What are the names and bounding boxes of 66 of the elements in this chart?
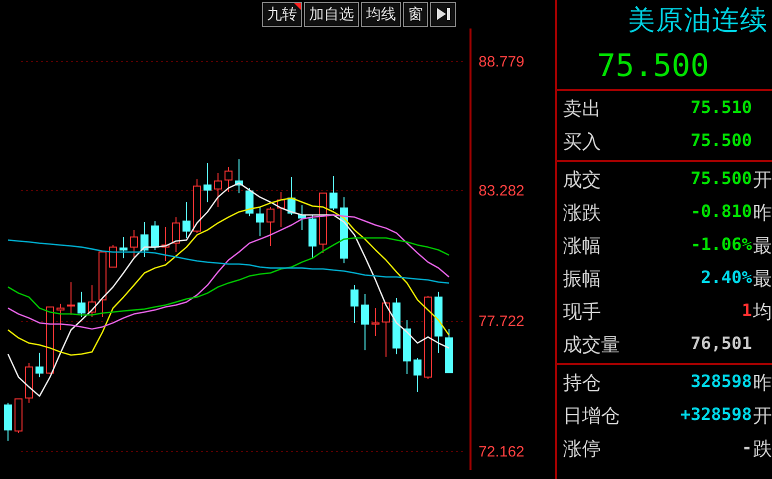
- text: 最: [753, 267, 772, 292]
- text: 跌: [753, 437, 772, 462]
- category-label: 成交量: [563, 333, 620, 358]
- text: 均: [753, 300, 772, 325]
- category-label: 涨幅: [563, 234, 601, 259]
- text: 加自选: [304, 2, 359, 27]
- text: -1.06%: [690, 235, 752, 255]
- candlestick: [172, 216, 180, 253]
- text: 美原油连续: [628, 4, 768, 38]
- candlestick: [214, 172, 222, 208]
- candlestick: [382, 302, 390, 358]
- line-series: [7, 239, 450, 284]
- candlestick: [224, 166, 232, 192]
- text: 最: [753, 234, 772, 259]
- candlestick: [266, 206, 274, 246]
- text: 2.40%: [700, 268, 752, 288]
- candlestick: [36, 352, 44, 378]
- text: 75.510: [690, 98, 752, 118]
- candlestick: [330, 176, 338, 211]
- candlestick: [350, 284, 358, 324]
- text: 窗: [403, 2, 428, 27]
- candlestick: [204, 162, 212, 203]
- candlestick: [182, 202, 190, 238]
- category-label: 现手: [563, 300, 601, 325]
- candlestick: [140, 222, 148, 258]
- text: 开: [753, 168, 772, 193]
- y-tick-label: 72.162: [478, 443, 524, 460]
- y-tick-label: 88.779: [478, 54, 524, 71]
- y-tick-label: 77.722: [478, 313, 524, 330]
- candlestick: [109, 244, 117, 268]
- text: 76,501: [690, 334, 752, 354]
- category-label: 买入: [563, 130, 601, 155]
- candlestick: [361, 294, 369, 351]
- candlestick: [67, 282, 75, 316]
- category-label: 持仓: [563, 371, 601, 396]
- candlestick: [151, 220, 159, 250]
- text: 1: [742, 301, 752, 321]
- text: 75.500: [597, 48, 709, 84]
- text: -: [742, 438, 752, 458]
- category-label: 成交: [563, 168, 601, 193]
- category-label: 日增仓: [563, 404, 620, 429]
- text: 九转: [262, 2, 302, 27]
- text: 328598: [690, 372, 752, 392]
- text: -0.810: [690, 202, 752, 222]
- text: 昨: [753, 201, 772, 226]
- candlestick: [56, 303, 64, 330]
- line-series: [7, 214, 450, 330]
- candlestick: [256, 206, 264, 237]
- candlestick: [130, 229, 138, 258]
- category-label: 卖出: [563, 97, 601, 122]
- text: 75.500: [690, 131, 752, 151]
- y-tick-label: 83.282: [478, 182, 524, 200]
- line-series: [7, 237, 450, 316]
- category-label: 振幅: [563, 267, 601, 292]
- text: 75.500: [690, 169, 752, 189]
- candlestick: [78, 291, 86, 318]
- category-label: 涨跌: [563, 201, 601, 226]
- candlestick: [120, 236, 128, 259]
- category-label: 涨停: [563, 437, 601, 462]
- candlestick: [414, 358, 422, 392]
- text: +328598: [680, 405, 752, 425]
- text: 昨: [753, 371, 772, 396]
- text: 开: [753, 404, 772, 429]
- text: 均线: [361, 2, 401, 27]
- candlestick: [246, 188, 254, 217]
- candlestick: [372, 308, 380, 337]
